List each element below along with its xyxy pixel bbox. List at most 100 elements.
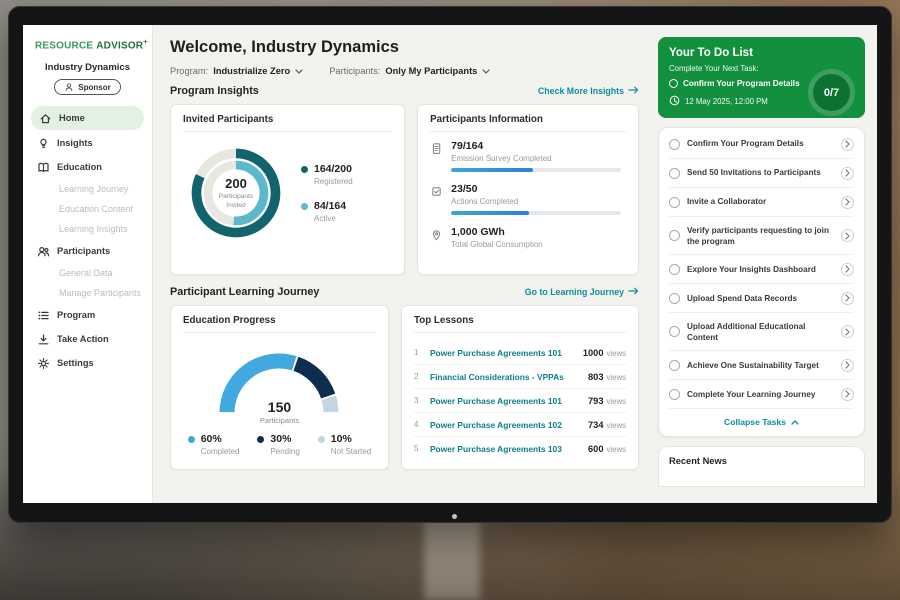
lesson-link[interactable]: Financial Considerations - VPPAs (429, 371, 564, 382)
sidebar-item-participants[interactable]: Participants (23, 239, 152, 263)
lightbulb-icon (37, 137, 50, 150)
sidebar-item-take-action[interactable]: Take Action (23, 327, 152, 351)
link-label: Check More Insights (537, 86, 624, 96)
sidebar-item-label: Manage Participants (59, 288, 142, 299)
check-more-insights-link[interactable]: Check More Insights (538, 86, 639, 96)
actions-icon (430, 185, 443, 198)
recent-news-title: Recent News (669, 456, 727, 467)
chevron-right-icon[interactable] (841, 387, 854, 401)
main-content: Welcome, Industry Dynamics Program: Indu… (153, 25, 652, 503)
legend-label: Active (314, 214, 336, 223)
donut-center-label: Participants Invited (218, 192, 254, 209)
screen: RESOURCE ADVISOR+ Industry Dynamics Spon… (23, 25, 877, 503)
todo-title: Your To Do List (669, 47, 753, 59)
legend-label: Completed (200, 447, 240, 456)
sidebar-item-insights[interactable]: Insights (23, 131, 152, 155)
sidebar-item-general-data[interactable]: General Data (23, 263, 152, 283)
learning-journey-header: Participant Learning Journey Go to Learn… (170, 286, 639, 298)
stat-row: 1,000 GWh Total Global Consumption (430, 226, 626, 254)
radio-circle-icon[interactable] (669, 230, 680, 242)
go-to-learning-journey-link[interactable]: Go to Learning Journey (525, 287, 639, 297)
lesson-rank: 2 (413, 372, 419, 381)
task-row[interactable]: Send 50 Invitations to Participants (669, 159, 854, 188)
participants-information-card: Participants Information 79/164 Emission… (417, 104, 639, 275)
sponsor-badge-label: Sponsor (78, 82, 111, 92)
task-row[interactable]: Achieve One Sustainability Target (669, 351, 854, 381)
task-row[interactable]: Complete Your Learning Journey (669, 380, 854, 410)
radio-circle-icon[interactable] (669, 388, 680, 400)
sidebar-item-education[interactable]: Education (23, 155, 152, 179)
todo-progress-value: 0/7 (823, 86, 840, 99)
chevron-right-icon[interactable] (841, 358, 854, 372)
radio-circle-icon[interactable] (669, 292, 680, 304)
sponsor-badge[interactable]: Sponsor (54, 79, 121, 96)
legend-value: 60% (200, 433, 222, 445)
lesson-link[interactable]: Power Purchase Agreements 102 (429, 419, 562, 430)
sidebar-item-settings[interactable]: Settings (23, 351, 152, 375)
sidebar-item-learning-insights[interactable]: Learning Insights (23, 219, 152, 239)
lesson-views: 793 views (587, 395, 626, 406)
legend-item: 10% Not Started (317, 433, 371, 456)
task-label: Complete Your Learning Journey (687, 389, 816, 399)
task-row[interactable]: Verify participants requesting to join t… (669, 217, 854, 256)
link-label: Go to Learning Journey (524, 287, 624, 297)
chevron-right-icon[interactable] (841, 229, 854, 243)
radio-circle-icon[interactable] (669, 263, 680, 275)
chevron-right-icon[interactable] (841, 325, 854, 339)
todo-progress-ring: 0/7 (808, 69, 855, 116)
collapse-tasks-link[interactable]: Collapse Tasks (669, 409, 854, 432)
legend-label: Registered (314, 177, 353, 186)
stat-value: 1,000 GWh (451, 226, 505, 238)
task-row[interactable]: Explore Your Insights Dashboard (669, 255, 854, 285)
legend-label: Pending (270, 447, 300, 456)
sidebar-item-label: Program (57, 310, 96, 321)
sidebar-item-program[interactable]: Program (23, 303, 152, 327)
page-title: Welcome, Industry Dynamics (170, 38, 399, 56)
circle-icon (669, 79, 678, 88)
progress-bar-fill (451, 211, 530, 215)
app-logo: RESOURCE ADVISOR+ (23, 37, 152, 53)
task-row[interactable]: Invite a Collaborator (669, 188, 854, 217)
chevron-right-icon[interactable] (841, 262, 854, 276)
sidebar-item-label: Learning Insights (59, 224, 128, 235)
chevron-right-icon[interactable] (841, 291, 854, 305)
stat-label: Emission Survey Completed (451, 154, 552, 163)
todo-panel: Your To Do List Complete Your Next Task:… (652, 25, 877, 503)
program-dropdown[interactable]: Program: Industrialize Zero (170, 66, 303, 76)
radio-circle-icon[interactable] (669, 196, 680, 208)
logo-plus: + (143, 37, 148, 46)
legend-dot (301, 165, 308, 173)
lesson-link[interactable]: Power Purchase Agreements 103 (429, 443, 562, 454)
sidebar-item-label: Take Action (57, 334, 109, 345)
lesson-link[interactable]: Power Purchase Agreements 101 (429, 347, 562, 358)
radio-circle-icon[interactable] (669, 167, 680, 179)
todo-subtitle: Complete Your Next Task: (669, 64, 759, 73)
participants-dropdown[interactable]: Participants: Only My Participants (329, 66, 490, 76)
lesson-link[interactable]: Power Purchase Agreements 101 (429, 395, 562, 406)
chevron-right-icon[interactable] (841, 137, 854, 151)
next-task[interactable]: Confirm Your Program Details (669, 79, 811, 88)
chevron-right-icon[interactable] (841, 195, 854, 209)
chevron-right-icon[interactable] (841, 166, 854, 180)
filter-bar: Program: Industrialize Zero Participants… (170, 66, 639, 76)
sidebar-item-manage-participants[interactable]: Manage Participants (23, 283, 152, 303)
lesson-row: 4 Power Purchase Agreements 102 734 views (413, 413, 626, 437)
radio-circle-icon[interactable] (669, 359, 680, 371)
list-icon (37, 309, 50, 322)
legend-dot (317, 435, 325, 443)
radio-circle-icon[interactable] (669, 138, 680, 150)
chevron-down-icon (295, 66, 303, 76)
task-label: Achieve One Sustainability Target (687, 360, 819, 370)
progress-bar-fill (451, 168, 533, 172)
radio-circle-icon[interactable] (669, 326, 680, 338)
chevron-down-icon (482, 66, 490, 76)
stat-value: 23/50 (451, 183, 478, 195)
sidebar-item-learning-journey[interactable]: Learning Journey (23, 179, 152, 199)
task-row[interactable]: Upload Spend Data Records (669, 284, 854, 314)
program-value: Industrialize Zero (213, 66, 291, 76)
logo-text-resource: RESOURCE (35, 40, 94, 52)
task-row[interactable]: Confirm Your Program Details (669, 130, 854, 159)
task-row[interactable]: Upload Additional Educational Content (669, 313, 854, 352)
sidebar-item-home[interactable]: Home (31, 106, 144, 131)
sidebar-item-education-content[interactable]: Education Content (23, 199, 152, 219)
